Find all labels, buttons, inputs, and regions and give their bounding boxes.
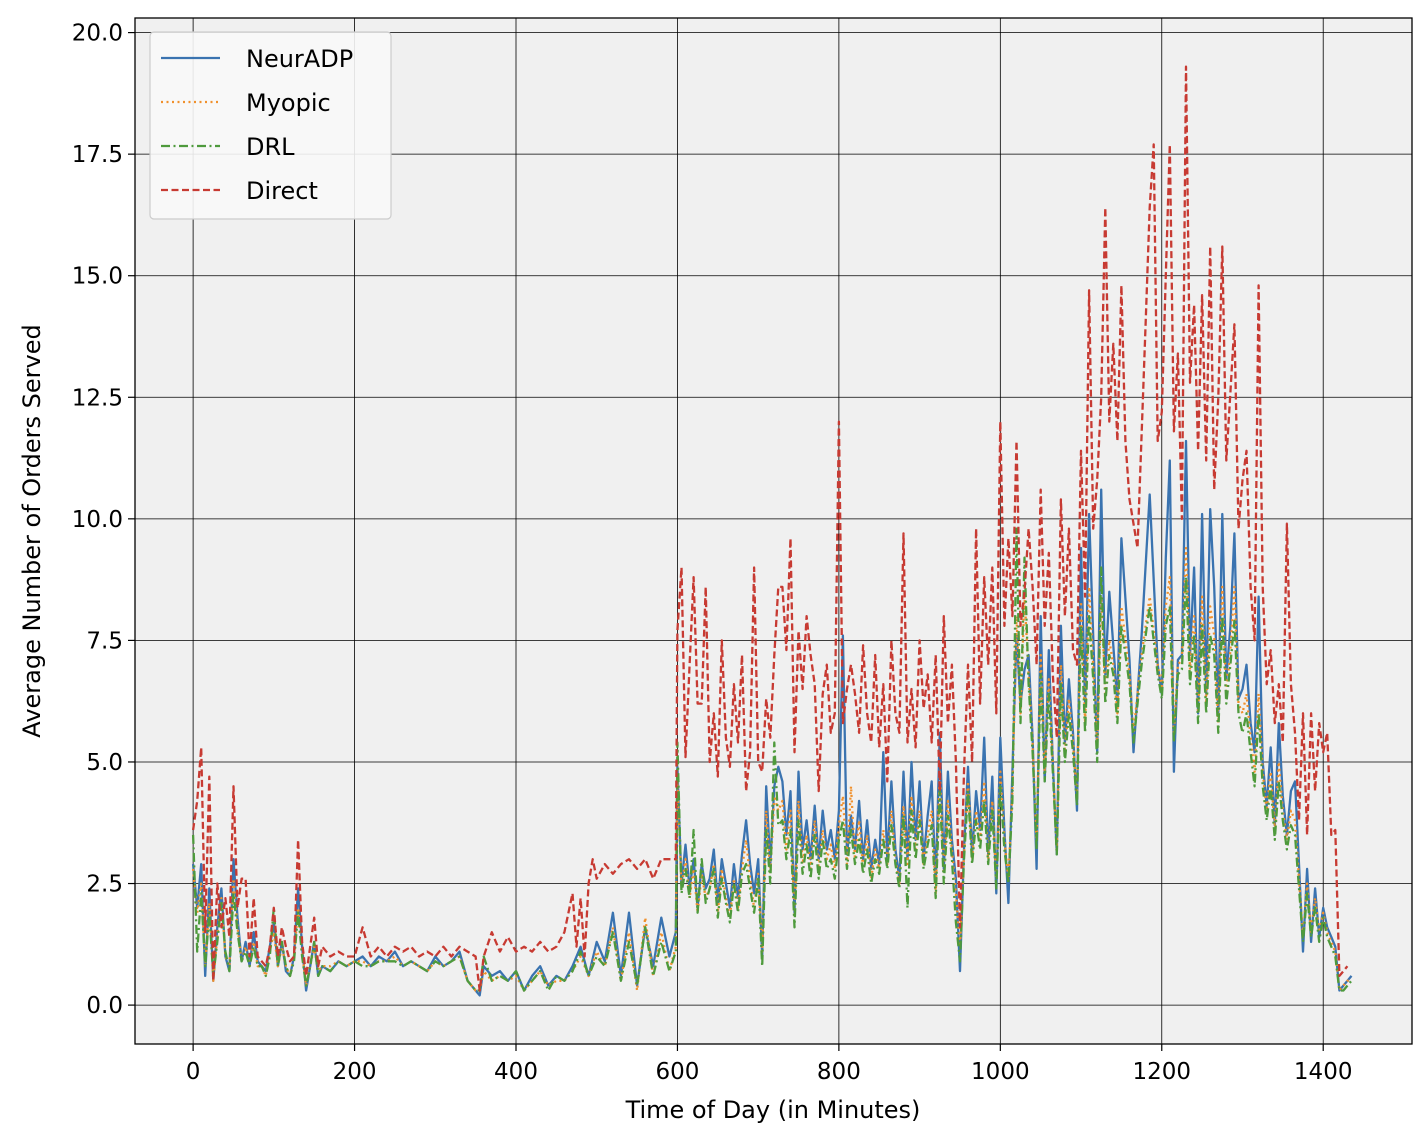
x-tick-label: 600 [655, 1059, 699, 1085]
x-tick-label: 400 [494, 1059, 538, 1085]
x-axis-label: Time of Day (in Minutes) [625, 1096, 921, 1124]
y-tick-label: 5.0 [86, 750, 123, 776]
y-axis: 0.0 2.5 5.0 7.5 10.0 12.5 15.0 17.5 20.0 [72, 21, 135, 1019]
legend-label: NeurADP [246, 45, 353, 73]
y-axis-label: Average Number of Orders Served [18, 324, 46, 737]
legend-label: Myopic [246, 89, 331, 117]
y-tick-label: 20.0 [72, 21, 123, 47]
y-tick-label: 10.0 [72, 507, 123, 533]
series-layer [191, 65, 1353, 997]
y-tick-label: 15.0 [72, 264, 123, 290]
series-line-direct [191, 65, 1349, 992]
x-tick-label: 1400 [1294, 1059, 1353, 1085]
y-tick-label: 0.0 [86, 993, 123, 1019]
x-tick-label: 1200 [1132, 1059, 1191, 1085]
series-line-drl [191, 527, 1353, 992]
legend: NeurADP Myopic DRL Direct [149, 31, 392, 220]
x-axis: 0 200 400 600 800 1000 1200 1400 [186, 1044, 1353, 1085]
plot-frame [134, 17, 1413, 1045]
y-tick-label: 7.5 [86, 628, 123, 654]
x-tick-label: 1000 [971, 1059, 1030, 1085]
y-tick-label: 2.5 [86, 872, 123, 898]
x-tick-label: 0 [186, 1059, 201, 1085]
y-tick-label: 17.5 [72, 142, 123, 168]
x-tick-label: 800 [817, 1059, 861, 1085]
legend-box [149, 31, 392, 220]
y-tick-label: 12.5 [72, 385, 123, 411]
legend-label: DRL [246, 133, 295, 161]
x-tick-label: 200 [333, 1059, 377, 1085]
legend-label: Direct [246, 177, 318, 205]
